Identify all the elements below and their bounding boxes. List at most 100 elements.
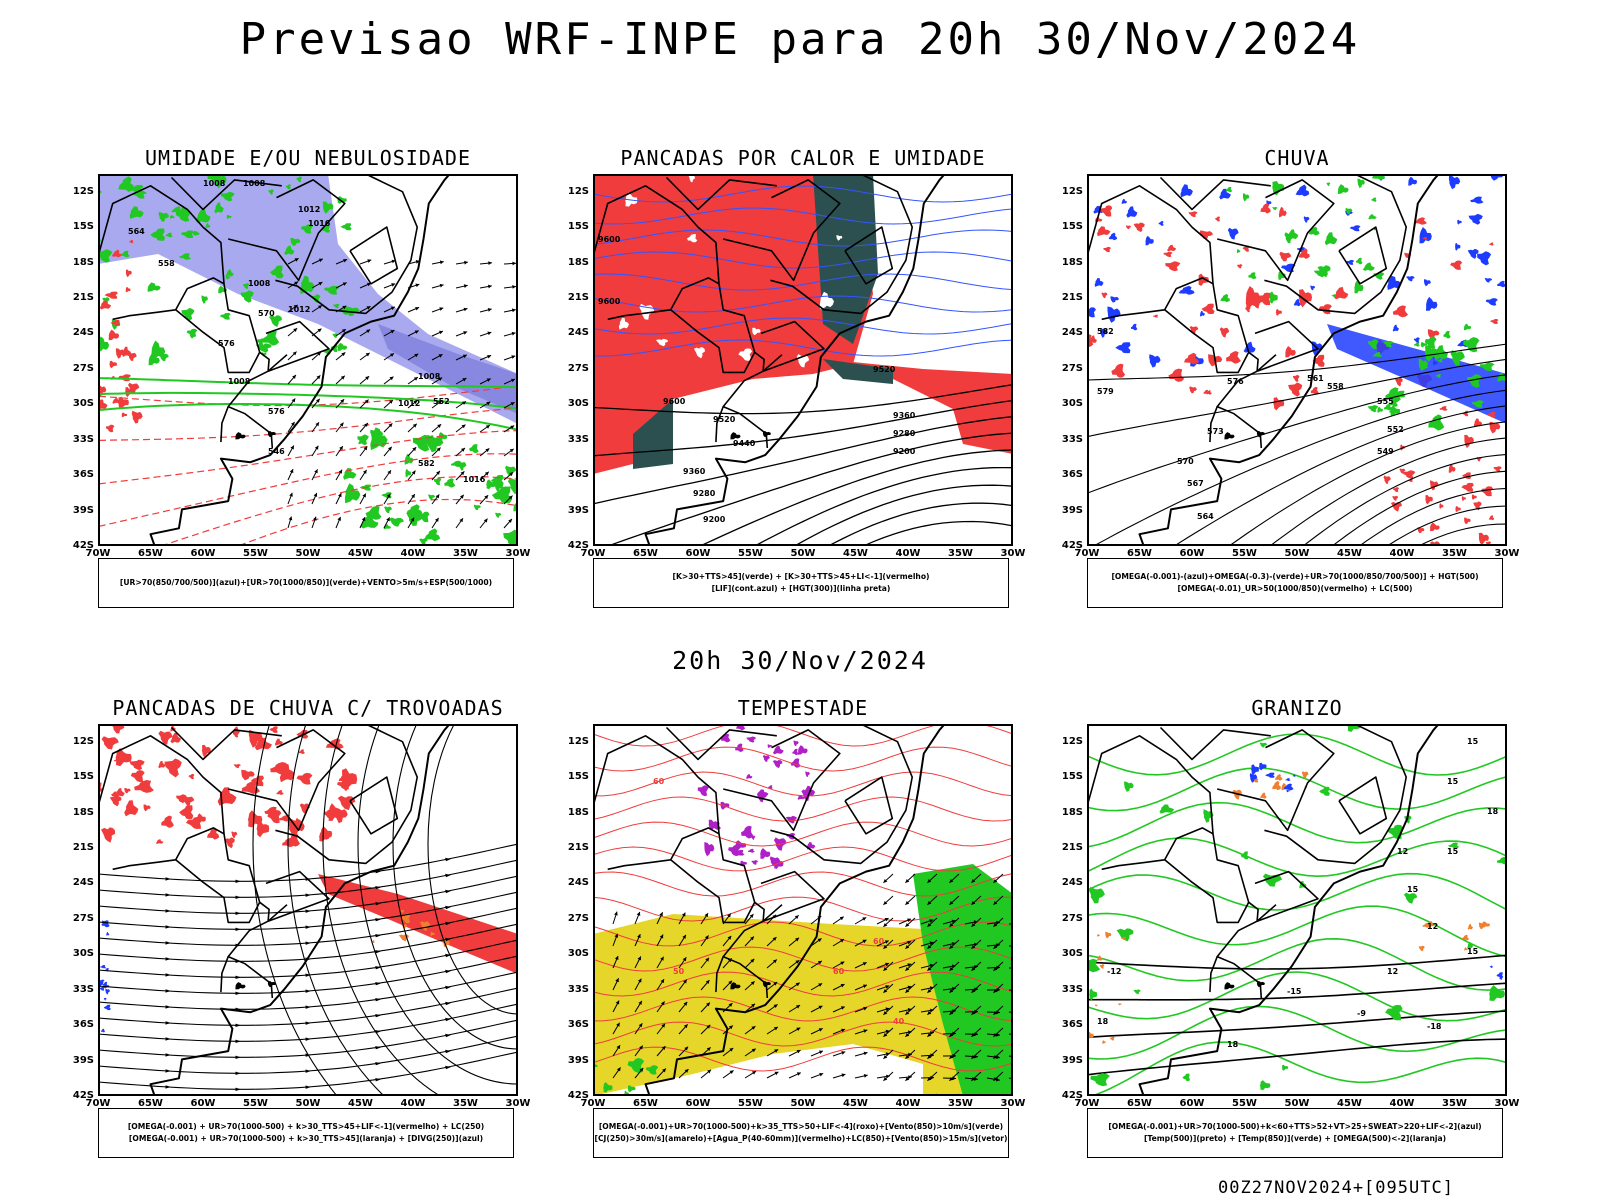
shaded-patch — [1242, 193, 1250, 202]
wind-vector-head — [412, 447, 417, 452]
wind-vector-head — [436, 447, 441, 452]
streamline-arrow — [305, 1005, 311, 1009]
country-border — [770, 174, 913, 315]
lat-tick-label: 12S — [1061, 185, 1083, 197]
wind-vector-head — [796, 1072, 801, 1076]
shaded-patch — [1163, 251, 1173, 257]
country-border — [1264, 724, 1407, 865]
contour-line — [593, 796, 1013, 822]
contour-line — [1358, 487, 1507, 546]
wind-vector-head — [659, 912, 663, 917]
shaded-patch — [179, 253, 191, 260]
lon-tick-label: 40W — [400, 1098, 426, 1109]
legend-line: [K>30+TTS>45](verde) + [K>30+TTS>45+LI<-… — [672, 572, 930, 581]
streamline-arrow — [235, 1039, 241, 1043]
shaded-patch — [1159, 804, 1175, 814]
wind850-vectors — [612, 911, 1013, 1082]
shaded-patch — [201, 295, 208, 304]
wind-vector-head — [365, 376, 370, 380]
wind-vector-head — [637, 956, 641, 961]
shaded-patch — [1450, 260, 1463, 270]
omega500-orange-area — [1418, 920, 1490, 952]
lon-tick-label: 40W — [895, 1098, 921, 1109]
shaded-patch — [1478, 922, 1486, 930]
country-border — [1209, 406, 1218, 443]
contour-label: 1016 — [463, 475, 486, 484]
atlantic-coastline — [149, 724, 452, 1096]
shaded-patch — [1121, 198, 1127, 205]
lat-tick-label: 33S — [567, 433, 589, 445]
lon-tick-label: 40W — [400, 548, 426, 559]
streamline-arrow — [375, 1030, 381, 1034]
humidity-green-area — [343, 427, 518, 546]
wind-vector-head — [751, 1026, 756, 1030]
wind-vector-head — [750, 981, 755, 986]
country-border — [1254, 870, 1319, 922]
shaded-patch — [1417, 527, 1425, 534]
shaded-patch — [284, 245, 295, 255]
wind-vector-head — [796, 1050, 801, 1054]
lon-tick-label: 70W — [580, 1098, 606, 1109]
lat-tick-label: 24S — [1061, 327, 1083, 339]
shaded-patch — [627, 1085, 636, 1093]
wind-vector-head — [343, 259, 348, 263]
shaded-patch — [1392, 390, 1406, 398]
contour-label: 9200 — [703, 515, 726, 524]
shaded-patch — [1115, 342, 1131, 354]
wind-vector-head — [862, 917, 867, 921]
shaded-patch — [151, 340, 166, 360]
contour-line — [593, 724, 1013, 747]
lagoon-mark — [1224, 982, 1235, 990]
wind-vector-head — [728, 1025, 733, 1030]
wind-vector-head — [949, 945, 954, 949]
lon-tick-label: 30W — [1000, 548, 1026, 559]
shaded-patch — [1198, 273, 1209, 286]
wind-vector-head — [927, 1077, 932, 1081]
shaded-patch — [1203, 389, 1210, 395]
wind-vector-head — [386, 517, 390, 522]
shaded-patch — [1428, 414, 1445, 431]
contour-label: 15 — [1467, 947, 1479, 956]
streamline-arrow — [165, 1037, 171, 1041]
shaded-patch — [1094, 278, 1104, 287]
streamline-arrow — [305, 1021, 311, 1025]
wind-vector-head — [727, 913, 731, 918]
shaded-patch — [430, 931, 435, 936]
shaded-patch — [1214, 216, 1220, 222]
shaded-patch — [1145, 235, 1154, 246]
shaded-patch — [337, 342, 348, 351]
wind-vector-head — [949, 923, 954, 927]
shaded-patch — [1219, 188, 1231, 200]
shaded-patch — [102, 981, 108, 987]
wind-vector-head — [796, 1027, 801, 1031]
shaded-patch — [405, 468, 411, 478]
shaded-patch — [1390, 501, 1402, 512]
streamline-arrow — [375, 918, 381, 922]
contour-label: 579 — [1097, 387, 1114, 396]
wind-vector-head — [638, 1000, 642, 1005]
wind-vector-head — [971, 1033, 976, 1037]
streamline-arrow — [165, 941, 171, 945]
streamline-arrow — [235, 1055, 241, 1059]
shaded-patch — [1200, 310, 1205, 317]
wind-vector-head — [905, 879, 910, 883]
lon-tick-label: 60W — [1179, 1098, 1205, 1109]
lat-tick-label: 36S — [567, 1019, 589, 1031]
wind-vector-head — [388, 423, 393, 428]
wind-vector-head — [863, 1074, 868, 1078]
shaded-patch — [1402, 470, 1416, 479]
streamline-arrow — [305, 925, 311, 929]
shaded-patch — [1326, 182, 1331, 187]
lon-tick-label: 55W — [243, 1098, 268, 1109]
shaded-patch — [1346, 259, 1355, 265]
map-border — [1087, 724, 1507, 1096]
contour-label: 9600 — [598, 235, 621, 244]
shaded-patch — [147, 282, 161, 292]
shaded-patch — [756, 792, 767, 803]
wind-vector-head — [751, 1003, 756, 1008]
lat-tick-label: 36S — [1061, 469, 1083, 481]
shaded-patch — [1272, 181, 1284, 195]
lat-tick-label: 24S — [567, 327, 589, 339]
wind-vector-head — [413, 377, 418, 381]
